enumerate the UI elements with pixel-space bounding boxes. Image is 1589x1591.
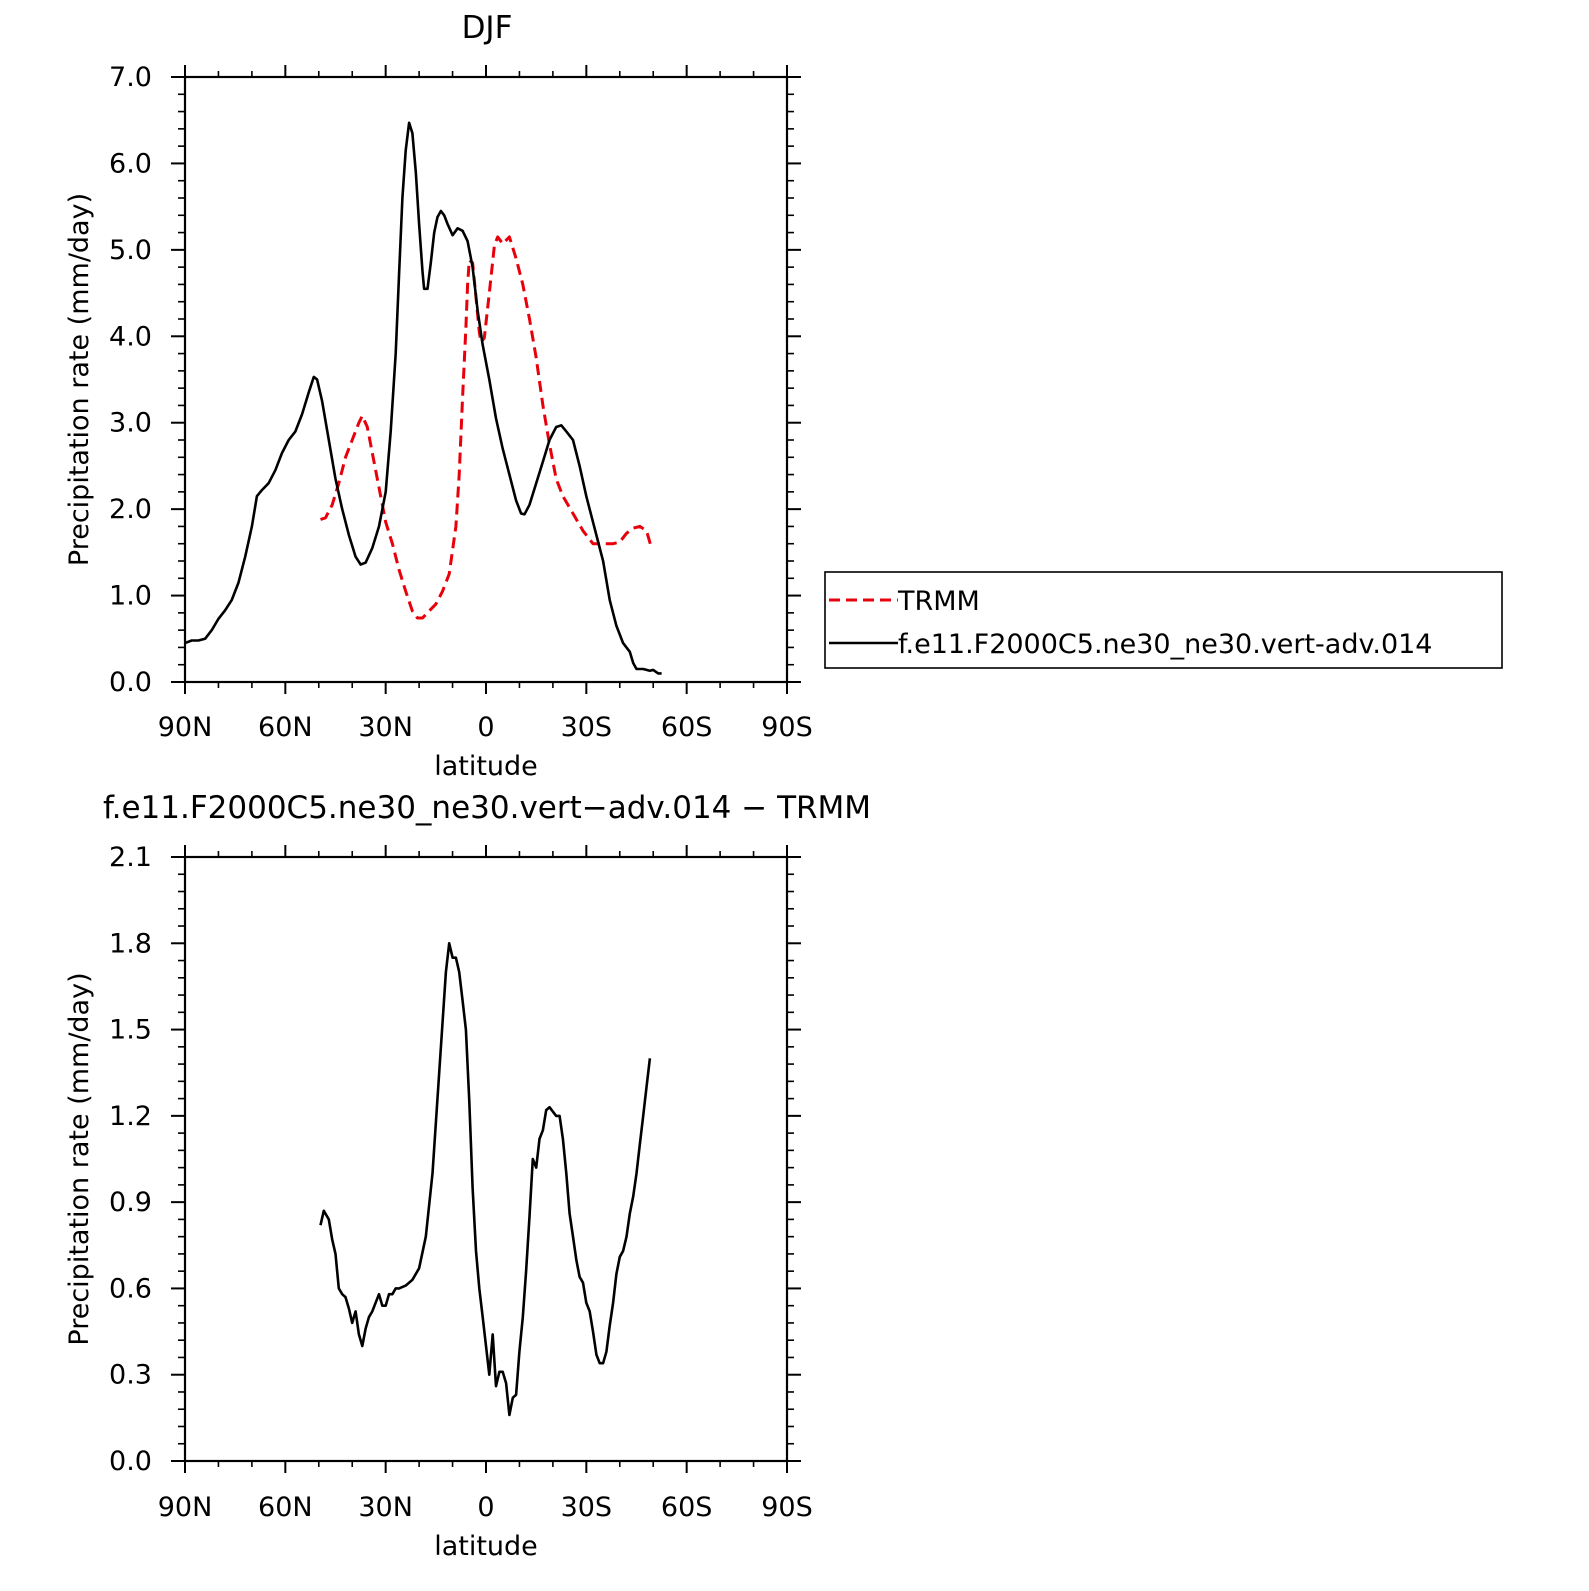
x-tick-label: 90N [158, 1492, 213, 1523]
x-tick-label: 30S [561, 712, 613, 743]
x-tick-label: 0 [477, 712, 494, 743]
x-tick-label: 60N [258, 712, 313, 743]
plot-bottom: 90N 60N 30N 0 30S 60S 90S 0.0 0.3 0.6 0.9 1.2 1.5 1.8… [64, 842, 813, 1562]
chart-title-top: DJF [462, 10, 513, 46]
y-tick-label: 1.5 [109, 1015, 152, 1046]
y-tick-label: 1.0 [109, 581, 152, 612]
legend-label-trmm: TRMM [897, 586, 980, 617]
x-tick-label: 90S [761, 1492, 813, 1523]
y-tick-label: 1.2 [109, 1101, 152, 1132]
y-tick-label: 5.0 [109, 235, 152, 266]
y-tick-label: 4.0 [109, 321, 152, 352]
y-tick-label: 2.1 [109, 842, 152, 873]
y-axis-title: Precipitation rate (mm/day) [64, 972, 95, 1345]
chart-title-bottom: f.e11.F2000C5.ne30_ne30.vert−adv.014 − T… [103, 790, 871, 826]
series-line-1 [184, 121, 662, 675]
y-tick-label: 3.0 [109, 408, 152, 439]
x-tick-label: 90N [158, 712, 213, 743]
plot-frame [183, 75, 789, 684]
y-tick-label: 2.0 [109, 494, 152, 525]
series-line-0 [319, 941, 652, 1417]
x-axis-title: latitude [434, 1531, 538, 1562]
y-tick-label: 0.3 [109, 1360, 152, 1391]
y-tick-label: 0.0 [109, 667, 152, 698]
y-tick-label: 7.0 [109, 62, 152, 93]
y-tick-label: 0.6 [109, 1273, 152, 1304]
legend-box [824, 571, 1503, 669]
legend: TRMM f.e11.F2000C5.ne30_ne30.vert-adv.01… [824, 571, 1503, 669]
x-tick-label: 30S [561, 1492, 613, 1523]
x-tick-label: 60N [258, 1492, 313, 1523]
x-tick-label: 90S [761, 712, 813, 743]
y-tick-label: 0.9 [109, 1187, 152, 1218]
plot-frame [183, 855, 789, 1463]
x-tick-label: 30N [358, 1492, 413, 1523]
x-axis-title: latitude [434, 751, 538, 782]
y-tick-label: 6.0 [109, 148, 152, 179]
legend-label-model: f.e11.F2000C5.ne30_ne30.vert-adv.014 [898, 629, 1432, 660]
x-tick-label: 60S [661, 1492, 713, 1523]
plot-top: 90N 60N 30N 0 30S 60S 90S 0.0 1.0 2.0 3.0 4.0 5.0 6.0… [64, 62, 813, 782]
x-tick-label: 0 [477, 1492, 494, 1523]
x-tick-label: 30N [358, 712, 413, 743]
y-axis-title: Precipitation rate (mm/day) [64, 193, 95, 566]
x-tick-label: 60S [661, 712, 713, 743]
y-tick-label: 0.0 [109, 1446, 152, 1477]
y-tick-label: 1.8 [109, 928, 152, 959]
